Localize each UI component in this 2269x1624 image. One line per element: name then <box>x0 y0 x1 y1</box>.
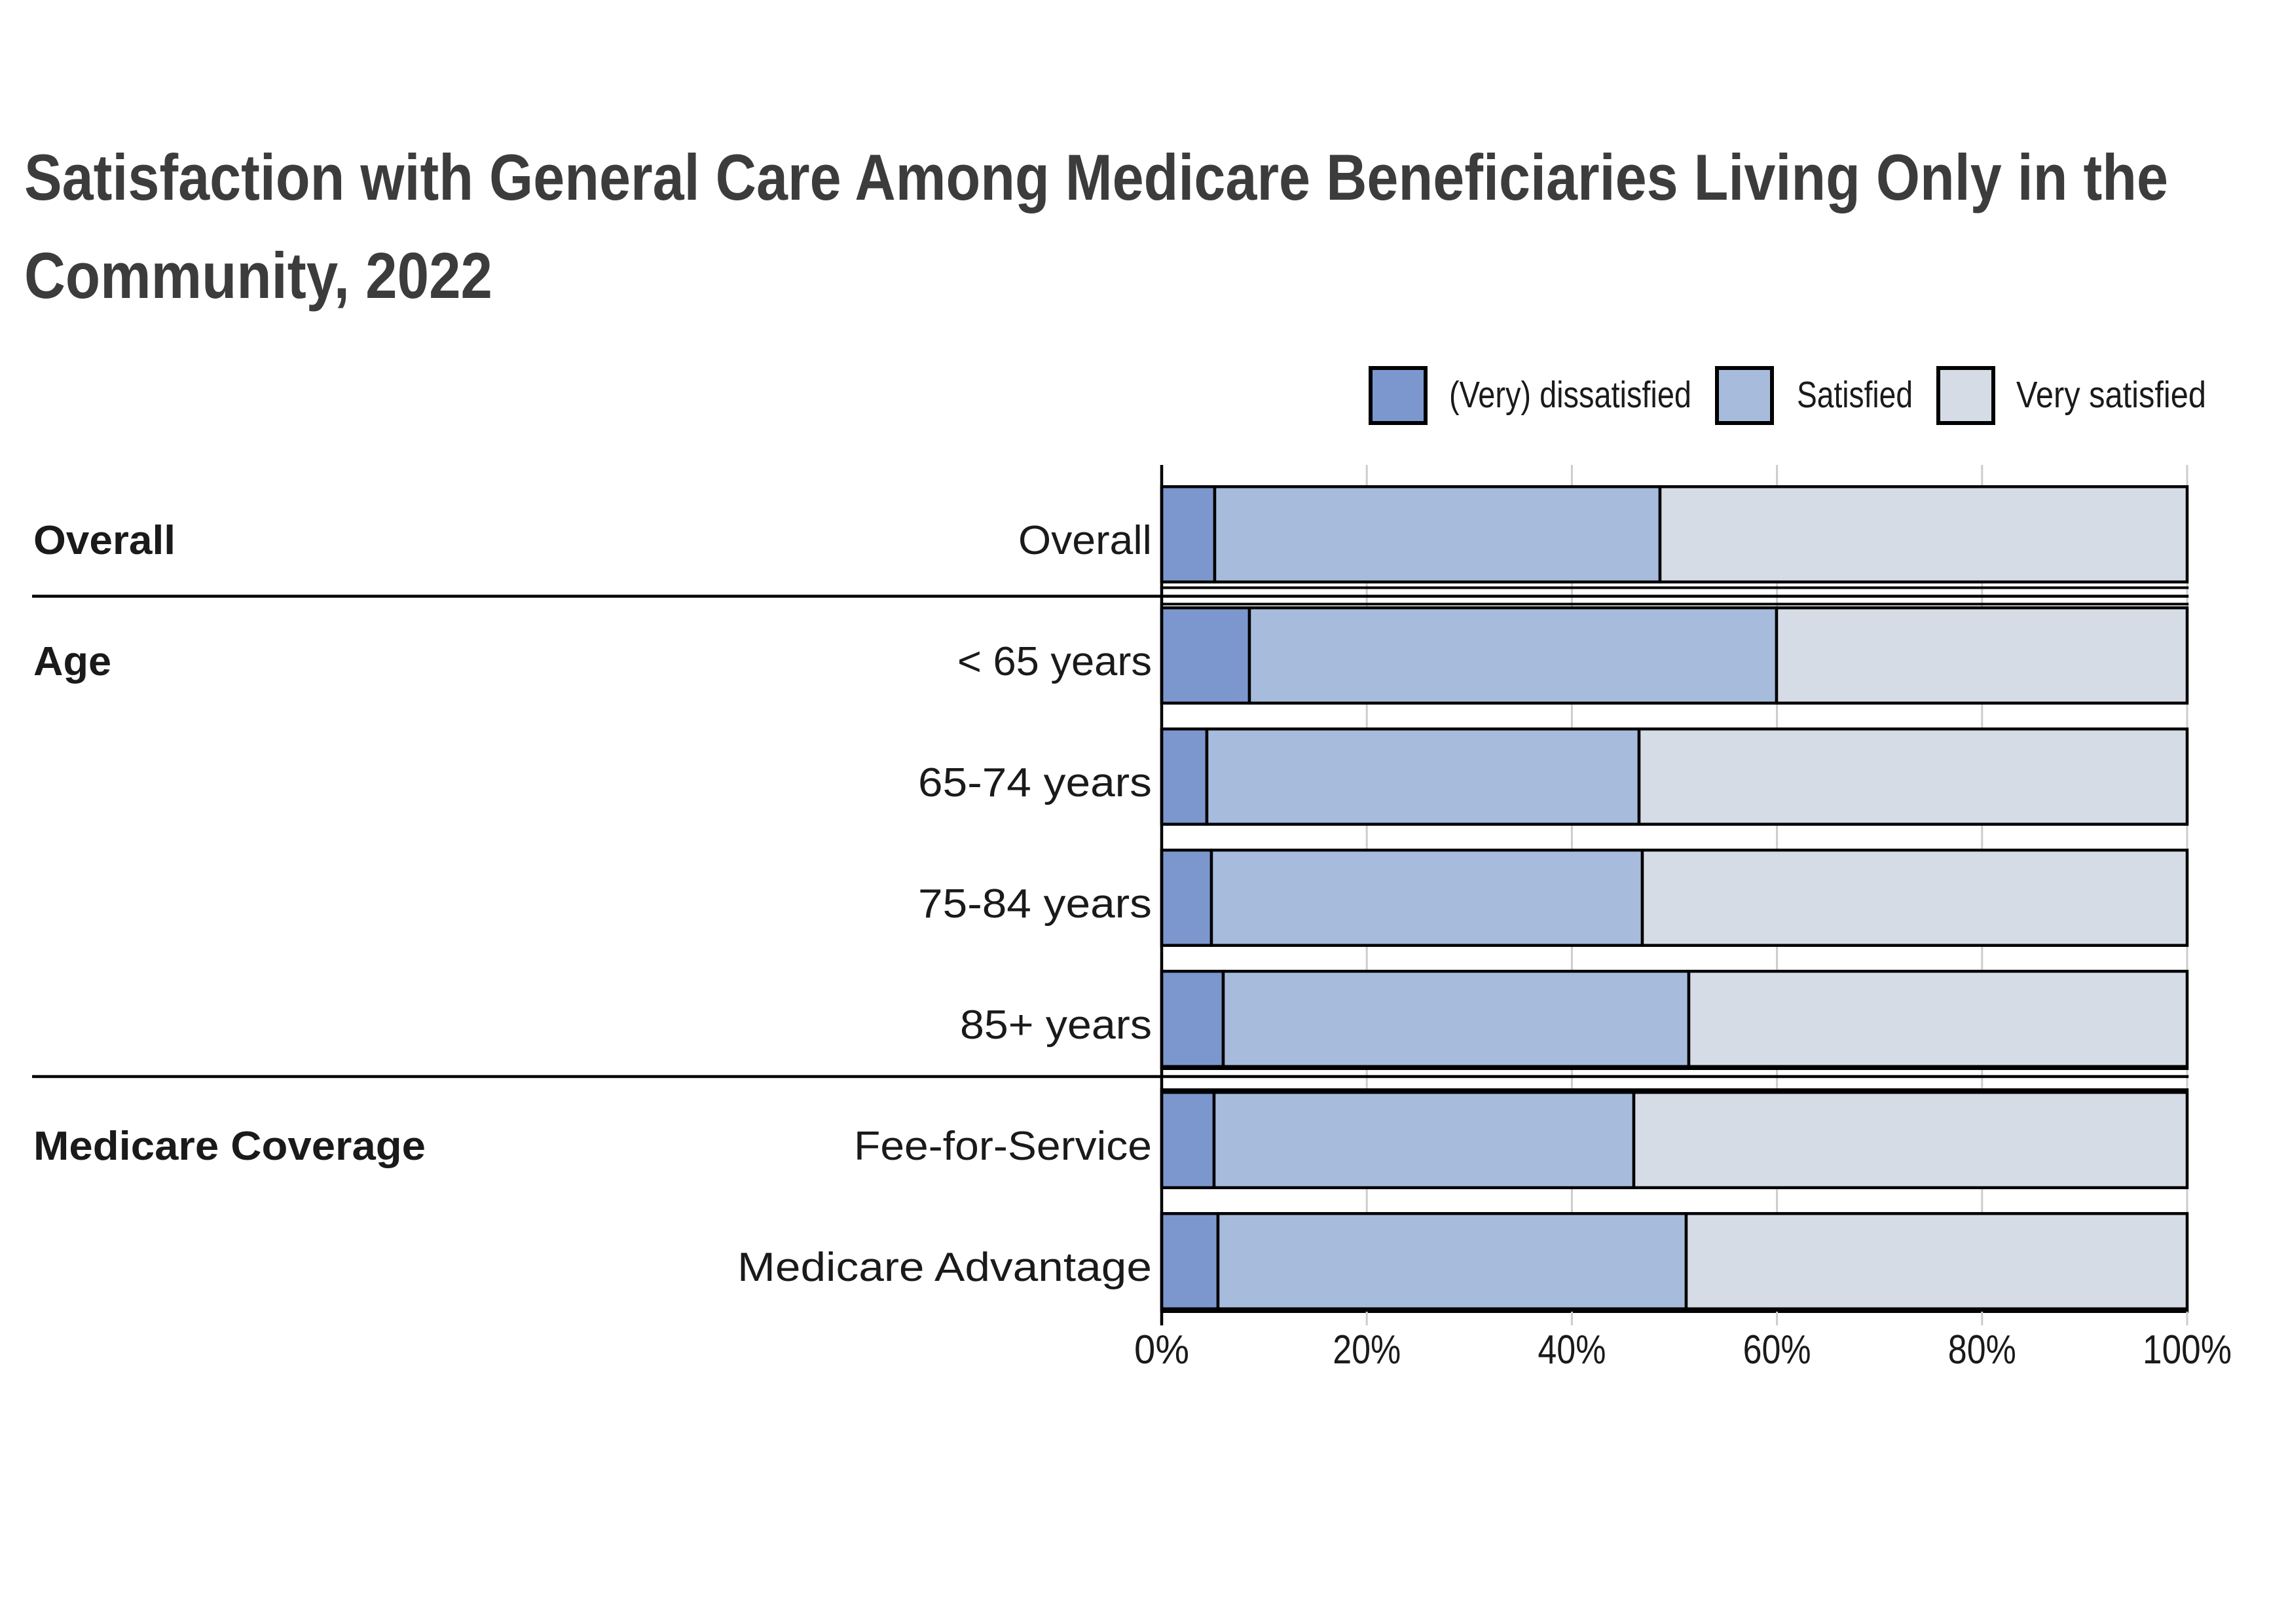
svg-text:60%: 60% <box>1743 1327 1811 1373</box>
svg-text:75-84 years: 75-84 years <box>918 881 1152 927</box>
svg-text:(Very) dissatisfied: (Very) dissatisfied <box>1449 374 1691 416</box>
svg-text:85+ years: 85+ years <box>960 1003 1152 1048</box>
svg-text:Age: Age <box>33 639 111 684</box>
svg-text:Community, 2022: Community, 2022 <box>24 239 492 312</box>
svg-text:Medicare Advantage: Medicare Advantage <box>737 1245 1152 1290</box>
svg-text:65-74 years: 65-74 years <box>918 760 1152 805</box>
svg-text:Fee-for-Service: Fee-for-Service <box>854 1124 1152 1169</box>
svg-text:80%: 80% <box>1948 1327 2016 1373</box>
svg-text:Medicare Coverage: Medicare Coverage <box>33 1124 426 1169</box>
svg-text:Overall: Overall <box>33 518 175 563</box>
svg-text:0%: 0% <box>1134 1327 1189 1373</box>
svg-text:Very satisfied: Very satisfied <box>2016 374 2206 416</box>
svg-text:Satisfaction with General Care: Satisfaction with General Care Among Med… <box>24 141 2168 213</box>
svg-text:20%: 20% <box>1333 1327 1401 1373</box>
svg-text:40%: 40% <box>1538 1327 1606 1373</box>
svg-text:< 65 years: < 65 years <box>957 639 1152 684</box>
svg-text:Overall: Overall <box>1018 518 1152 563</box>
svg-text:100%: 100% <box>2143 1327 2232 1373</box>
svg-text:Satisfied: Satisfied <box>1797 374 1913 416</box>
